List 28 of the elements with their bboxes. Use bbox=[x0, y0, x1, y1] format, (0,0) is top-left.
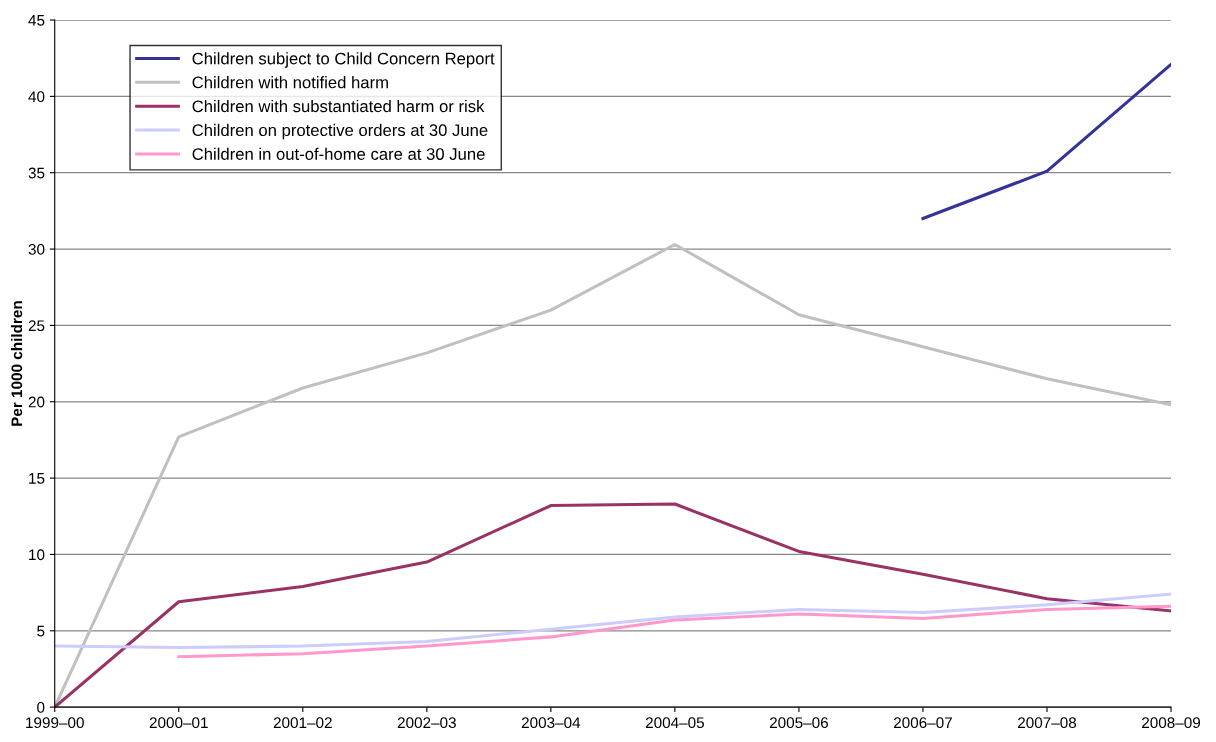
y-tick-label: 45 bbox=[28, 15, 45, 26]
y-tick-label: 0 bbox=[37, 701, 45, 713]
legend-label: Children in out-of-home care at 30 June bbox=[192, 147, 485, 160]
x-tick-label: 2005–06 bbox=[769, 717, 828, 729]
x-tick-label: 1999–00 bbox=[26, 717, 84, 729]
x-tick-label: 2008–09 bbox=[1142, 717, 1201, 729]
y-axis-title: Per 1000 children bbox=[10, 301, 23, 426]
x-tick-label: 2007–08 bbox=[1018, 717, 1077, 729]
y-tick-label: 20 bbox=[28, 396, 45, 408]
legend-label: Children subject to Child Concern Report bbox=[192, 52, 495, 68]
y-tick-label: 40 bbox=[28, 91, 45, 103]
y-tick-label: 5 bbox=[37, 625, 45, 637]
y-tick-label: 25 bbox=[28, 320, 45, 332]
y-tick-label: 35 bbox=[28, 167, 45, 179]
line-series bbox=[177, 604, 1172, 659]
x-tick-label: 2003–04 bbox=[521, 717, 581, 729]
legend-label: Children with notified harm bbox=[192, 76, 388, 89]
y-tick-label: 10 bbox=[29, 549, 45, 561]
x-tick-label: 2004–05 bbox=[645, 717, 704, 729]
x-tick-label: 2002–03 bbox=[397, 717, 456, 729]
y-tick-label: 15 bbox=[29, 473, 45, 484]
legend-label: Children with substantiated harm or risk bbox=[192, 99, 485, 113]
x-tick-label: 2006–07 bbox=[893, 717, 952, 729]
legend-label: Children on protective orders at 30 June bbox=[192, 123, 488, 140]
line-series bbox=[54, 592, 1172, 650]
x-tick-label: 2000–01 bbox=[149, 717, 208, 729]
y-tick-label: 30 bbox=[28, 243, 45, 255]
x-tick-label: 2001–02 bbox=[273, 717, 332, 729]
